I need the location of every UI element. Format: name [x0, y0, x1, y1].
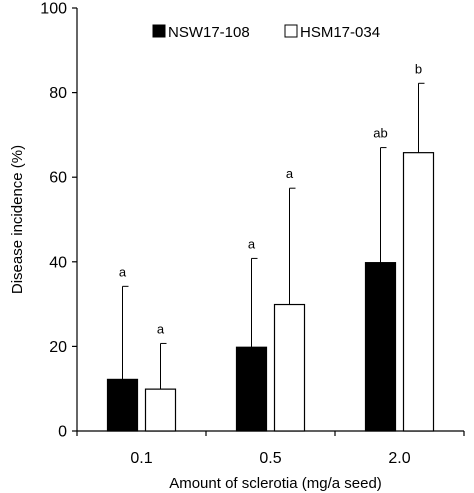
y-axis-title: Disease incidence (%) — [9, 145, 26, 294]
legend: NSW17-108 HSM17-034 — [152, 24, 380, 41]
bar — [144, 388, 177, 432]
y-tick-label: 60 — [49, 170, 67, 187]
significance-label: a — [286, 166, 294, 181]
x-tick-label: 0.1 — [130, 450, 152, 467]
x-tick-label: 2.0 — [388, 450, 410, 467]
significance-label: ab — [373, 126, 387, 141]
y-tick-label: 80 — [49, 85, 67, 102]
y-tick-label: 100 — [40, 1, 67, 18]
x-tick-label: 0.5 — [259, 450, 281, 467]
legend-label-nsw17-108: NSW17-108 — [168, 24, 250, 41]
bar — [402, 152, 435, 432]
y-tick-label: 20 — [49, 339, 67, 356]
significance-label: a — [157, 321, 165, 336]
legend-label-hsm17-034: HSM17-034 — [300, 24, 380, 41]
significance-label: b — [415, 61, 422, 76]
bar — [364, 262, 397, 432]
bar — [235, 346, 268, 432]
y-tick-label: 40 — [49, 254, 67, 271]
legend-swatch-nsw17-108 — [152, 24, 166, 38]
legend-swatch-hsm17-034 — [284, 24, 298, 38]
bar — [106, 378, 139, 432]
significance-label: a — [119, 264, 127, 279]
significance-label: a — [248, 236, 256, 251]
y-tick-label: 0 — [58, 424, 67, 441]
x-axis-title: Amount of sclerotia (mg/a seed) — [169, 475, 382, 492]
bar — [273, 303, 306, 432]
